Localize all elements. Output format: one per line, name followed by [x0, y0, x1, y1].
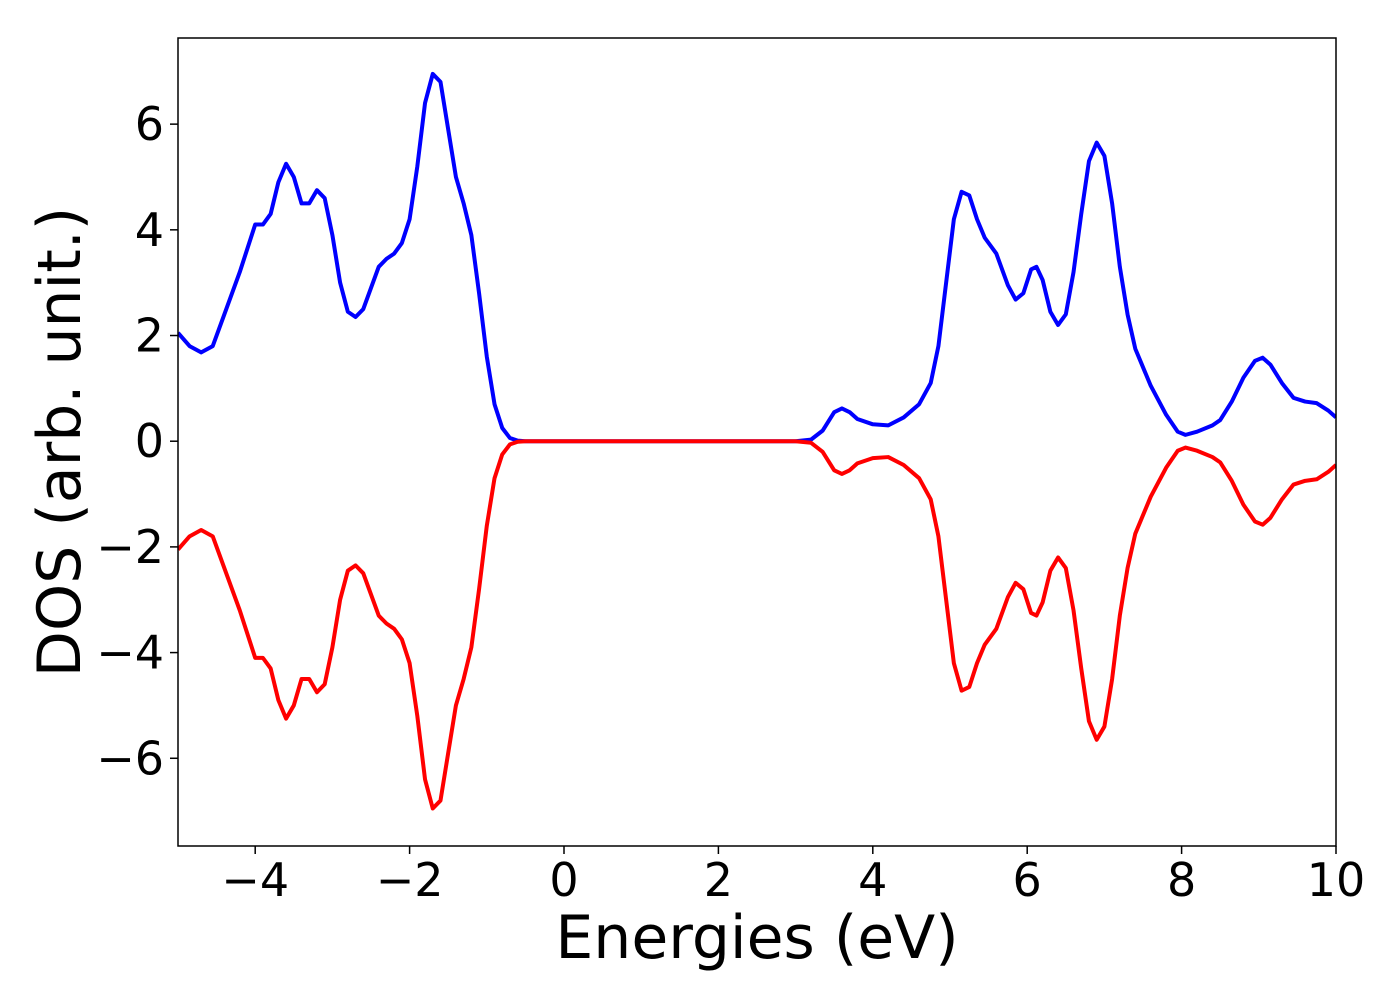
x-tick-label: 10 [1307, 853, 1366, 907]
y-tick-label: −2 [96, 520, 164, 574]
plot-frame [177, 37, 1337, 847]
y-axis-label: DOS (arb. unit.) [25, 207, 95, 677]
x-axis-label: Energies (eV) [555, 903, 958, 973]
y-tick-label: 2 [135, 309, 164, 363]
y-tick-label: 0 [135, 414, 164, 468]
y-tick-label: 4 [135, 203, 164, 257]
y-tick-label: −6 [96, 731, 164, 785]
x-tick-label: 0 [549, 853, 578, 907]
dos-line [178, 71, 1336, 444]
x-tick-label: 2 [704, 853, 733, 907]
x-tick-label: −2 [376, 853, 444, 907]
x-tick-label: 4 [858, 853, 887, 907]
x-tick-label: 6 [1013, 853, 1042, 907]
x-tick-label: −4 [221, 853, 289, 907]
x-tick-label: 8 [1167, 853, 1196, 907]
dos-line [178, 439, 1336, 811]
y-tick-label: 6 [135, 97, 164, 151]
y-tick-label: −4 [96, 626, 164, 680]
